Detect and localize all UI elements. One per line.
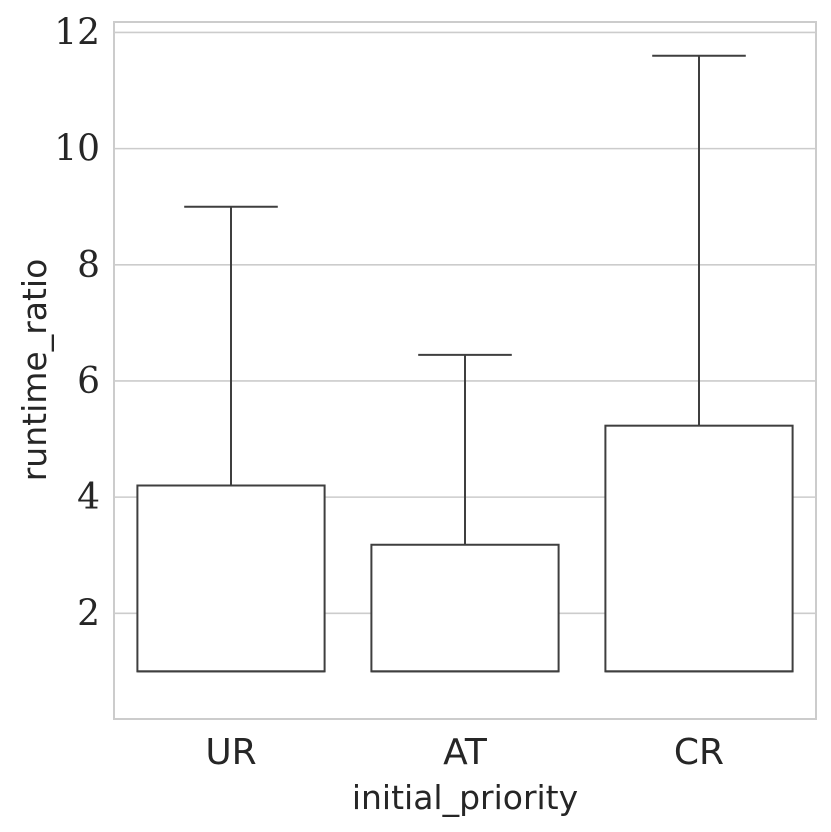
box-body-at [370, 543, 560, 673]
y-tick-label-10: 10 [54, 129, 100, 170]
y-tick-label-12: 12 [54, 12, 100, 53]
box-cr [604, 54, 794, 673]
plot-frame [113, 21, 817, 720]
y-tick-label-6: 6 [77, 361, 100, 402]
box-ur [136, 205, 326, 673]
y-axis-label: runtime_ratio [15, 259, 54, 482]
box-body-ur [136, 484, 326, 673]
x-axis-label: initial_priority [352, 778, 578, 817]
x-tick-label-cr: CR [674, 732, 724, 773]
y-tick-label-4: 4 [77, 477, 100, 518]
x-tick-label-at: AT [443, 732, 488, 773]
box-at [370, 353, 560, 673]
x-tick-labels: UR AT CR [205, 732, 724, 773]
y-tick-label-8: 8 [77, 245, 100, 286]
boxes [136, 54, 794, 673]
box-body-cr [604, 424, 794, 673]
x-tick-label-ur: UR [205, 732, 256, 773]
y-tick-labels: 2 4 6 8 10 12 [54, 12, 100, 634]
y-tick-label-2: 2 [77, 593, 100, 634]
